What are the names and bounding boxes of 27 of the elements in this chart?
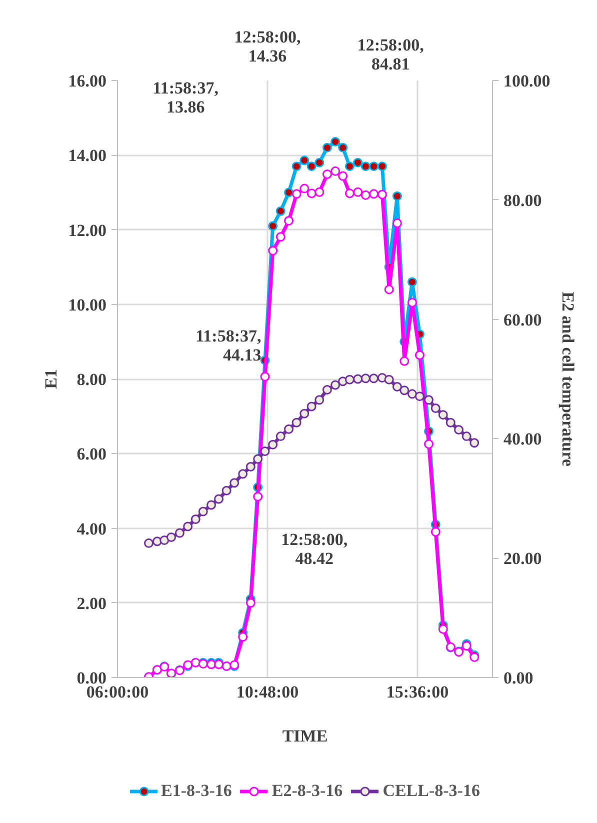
y2-tick-label: 80.00 [504,190,542,210]
legend-label: CELL-8-3-16 [382,781,480,801]
text: 12:58:00, 84.81 [357,36,424,74]
y-tick-label: 4.00 [76,519,106,538]
y2-tick-label: 100.00 [504,72,550,90]
x-axis-title: TIME [282,726,328,746]
legend-label: E1-8-3-16 [161,781,232,801]
annotation: 11:58:37, 13.86 [152,78,218,116]
y-tick-label: 8.00 [76,370,106,389]
y2-tick-label: 40.00 [504,430,542,449]
y-tick-label: 14.00 [68,146,106,166]
annotation: 12:58:00, 48.42 [281,530,348,568]
annotation: 11:58:37, 44.13 [196,326,262,364]
y2-tick-label: 60.00 [504,310,542,330]
y-axis-title: E1 [41,369,60,389]
y-tick-label: 12.00 [68,220,106,240]
legend-label: E2-8-3-16 [272,781,343,801]
x-tick-label: 15:36:00 [386,682,449,702]
y2-tick-label: 0.00 [504,668,534,688]
y2-tick-label: 20.00 [504,549,542,568]
text: 12:58:00, 14.36 [234,28,301,66]
y-tick-label: 16.00 [68,72,106,90]
y-tick-label: 10.00 [68,295,106,314]
x-tick-label: 10:48:00 [236,682,299,702]
y-tick-label: 6.00 [76,444,106,464]
y2-axis-title: E2 and cell temperature [558,292,578,467]
y-tick-label: 2.00 [76,594,106,613]
